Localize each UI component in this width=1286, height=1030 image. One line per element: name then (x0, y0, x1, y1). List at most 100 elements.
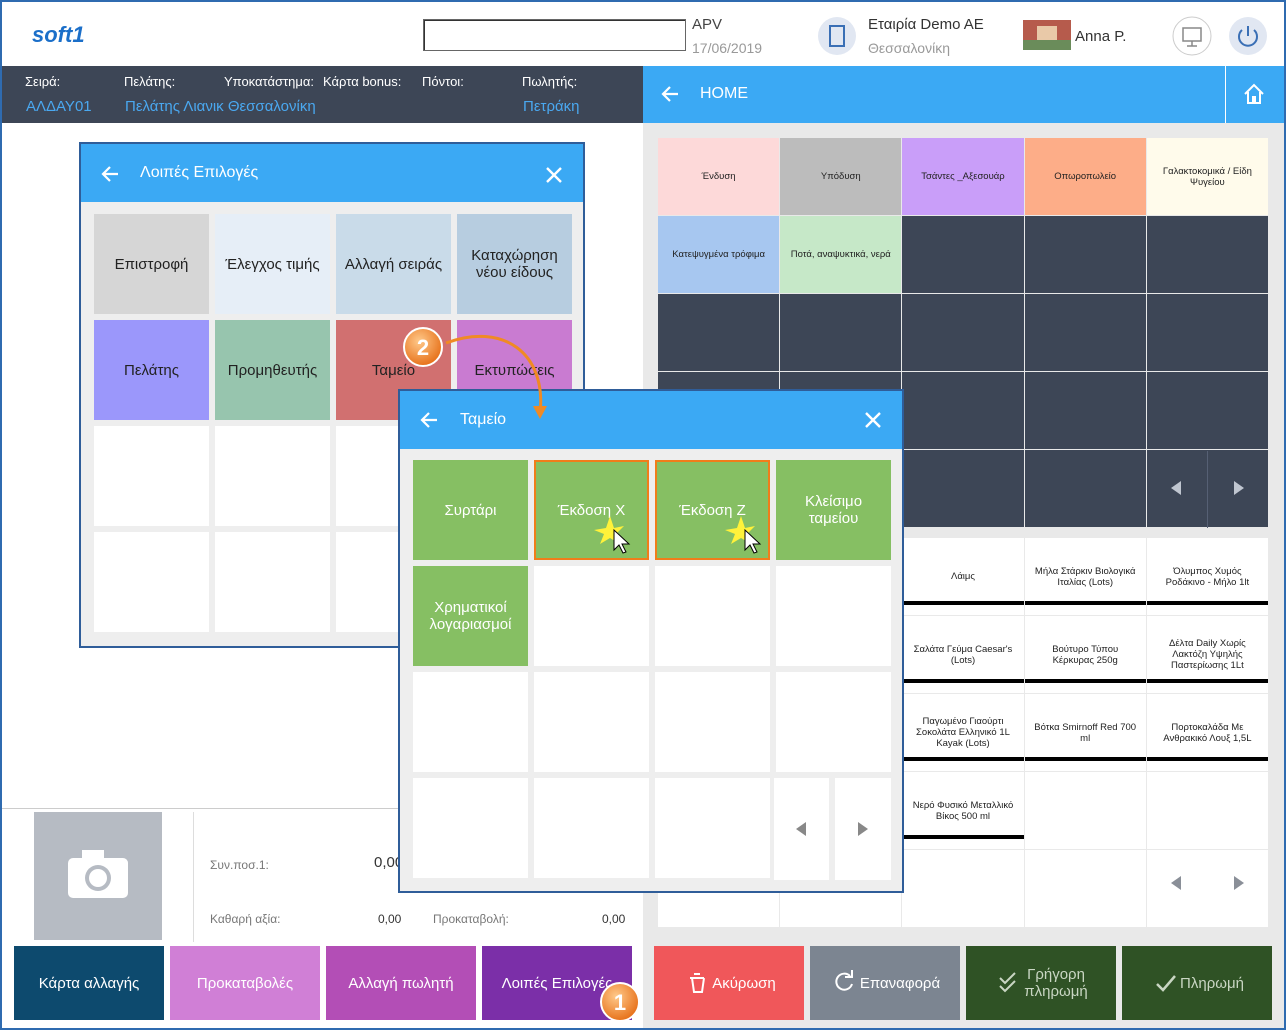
empty-tile (902, 450, 1024, 527)
monitor-button[interactable] (1172, 16, 1212, 56)
empty-tile (1024, 216, 1146, 293)
icon (999, 972, 1016, 993)
page-arrow[interactable] (1168, 875, 1184, 891)
empty-tile (780, 294, 902, 371)
empty-button (655, 672, 770, 772)
cash-button[interactable]: Κλείσιμο ταμείου (776, 460, 891, 560)
category-tile[interactable]: Οπωροπωλείο (1024, 138, 1146, 215)
product-bar (1146, 679, 1268, 683)
bottom-button[interactable]: Κάρτα αλλαγής (14, 946, 164, 1020)
home-header (643, 66, 1284, 123)
page-arrow[interactable] (793, 821, 809, 837)
dialog-header (81, 144, 583, 202)
icon (1171, 481, 1181, 495)
bottom-button[interactable]: Αλλαγή πωλητή (326, 946, 476, 1020)
icon (1172, 16, 1212, 56)
total-value: 0,00 (378, 912, 402, 926)
close-button[interactable] (864, 411, 882, 429)
power-button[interactable] (1228, 16, 1268, 56)
info-label: Σειρά: (25, 74, 61, 89)
icon (1244, 83, 1264, 104)
total-value: 0,00 (602, 912, 626, 926)
category-tile[interactable]: Τσάντες _Αξεσουάρ (902, 138, 1024, 215)
option-button[interactable]: Αλλαγή σειράς (336, 214, 451, 314)
page-arrow[interactable] (1231, 480, 1247, 496)
icon (89, 869, 107, 887)
option-button[interactable]: Προμηθευτής (215, 320, 330, 420)
info-label: Κάρτα bonus: (323, 74, 402, 89)
icon (829, 25, 845, 47)
logo: soft1 (32, 22, 85, 47)
product-bar (1024, 679, 1146, 683)
category-tile[interactable]: Ποτά, αναψυκτικά, νερά (780, 216, 902, 293)
bottom-button[interactable]: Γρήγορη πληρωμή (966, 946, 1116, 1020)
photo-placeholder (34, 812, 162, 940)
info-value: Πετράκη (523, 98, 580, 115)
home-button[interactable] (1242, 82, 1266, 106)
bottom-button[interactable]: Προκαταβολές (170, 946, 320, 1020)
info-label: Πόντοι: (422, 74, 464, 89)
icon (420, 412, 437, 428)
category-tile[interactable]: Κατεψυγμένα τρόφιμα (658, 216, 780, 293)
user-avatar (1023, 20, 1071, 50)
cash-button[interactable]: Χρηματικοί λογαριασμοί (413, 566, 528, 666)
empty-tile (1024, 294, 1146, 371)
icon (835, 970, 853, 991)
cash-button[interactable]: Συρτάρι (413, 460, 528, 560)
option-button[interactable]: Καταχώρηση νέου είδους (457, 214, 572, 314)
product-bar (902, 757, 1024, 761)
icon (1234, 876, 1244, 890)
product-bar (1024, 601, 1146, 605)
cash-button[interactable]: Έκδοση Χ (534, 460, 649, 560)
info-label: Πελάτης: (124, 74, 176, 89)
category-tile[interactable]: Γαλακτοκομικά / Είδη Ψυγείου (1146, 138, 1268, 215)
total-label: Προκαταβολή: (433, 912, 509, 926)
company-icon (818, 17, 856, 55)
icon (1023, 40, 1071, 50)
page-arrow[interactable] (855, 821, 871, 837)
empty-button (776, 672, 891, 772)
product-bar (902, 835, 1024, 839)
category-tile[interactable]: Υπόδυση (780, 138, 902, 215)
empty-tile (902, 850, 1024, 927)
icon (1156, 975, 1176, 992)
option-button[interactable]: Πελάτης (94, 320, 209, 420)
icon (661, 86, 678, 102)
info-label: Πωλητής: (522, 74, 578, 89)
empty-tile (1146, 850, 1268, 927)
product-bar (1146, 757, 1268, 761)
empty-button (655, 566, 770, 666)
empty-tile (902, 294, 1024, 371)
info-bar (2, 66, 643, 123)
bottom-button[interactable]: Ακύρωση (654, 946, 804, 1020)
bottom-button[interactable]: Επαναφορά (810, 946, 960, 1020)
empty-button (215, 426, 330, 526)
close-button[interactable] (545, 166, 563, 184)
page-arrow[interactable] (1168, 480, 1184, 496)
back-arrow[interactable] (660, 84, 680, 104)
search-input[interactable] (423, 19, 686, 51)
empty-tile (1024, 450, 1146, 527)
cash-button[interactable]: Έκδοση Ζ (655, 460, 770, 560)
product-bar (902, 601, 1024, 605)
bottom-button[interactable]: Πληρωμή (1122, 946, 1272, 1020)
page-arrow[interactable] (1231, 875, 1247, 891)
icon (858, 822, 868, 836)
empty-tile (1024, 772, 1146, 849)
product-bar (1146, 601, 1268, 605)
option-button[interactable]: Επιστροφή (94, 214, 209, 314)
company-city: Θεσσαλονίκη (868, 40, 950, 56)
empty-button (413, 672, 528, 772)
totals-area (2, 808, 643, 944)
icon (546, 167, 562, 183)
back-arrow[interactable] (100, 164, 120, 184)
empty-tile (902, 216, 1024, 293)
dialog-title: Λοιπές Επιλογές (140, 164, 259, 181)
back-arrow[interactable] (419, 410, 439, 430)
option-button[interactable]: Έλεγχος τιμής (215, 214, 330, 314)
empty-button (94, 426, 209, 526)
category-tile[interactable]: Ένδυση (658, 138, 780, 215)
empty-tile (1146, 372, 1268, 449)
icon (1238, 26, 1258, 47)
